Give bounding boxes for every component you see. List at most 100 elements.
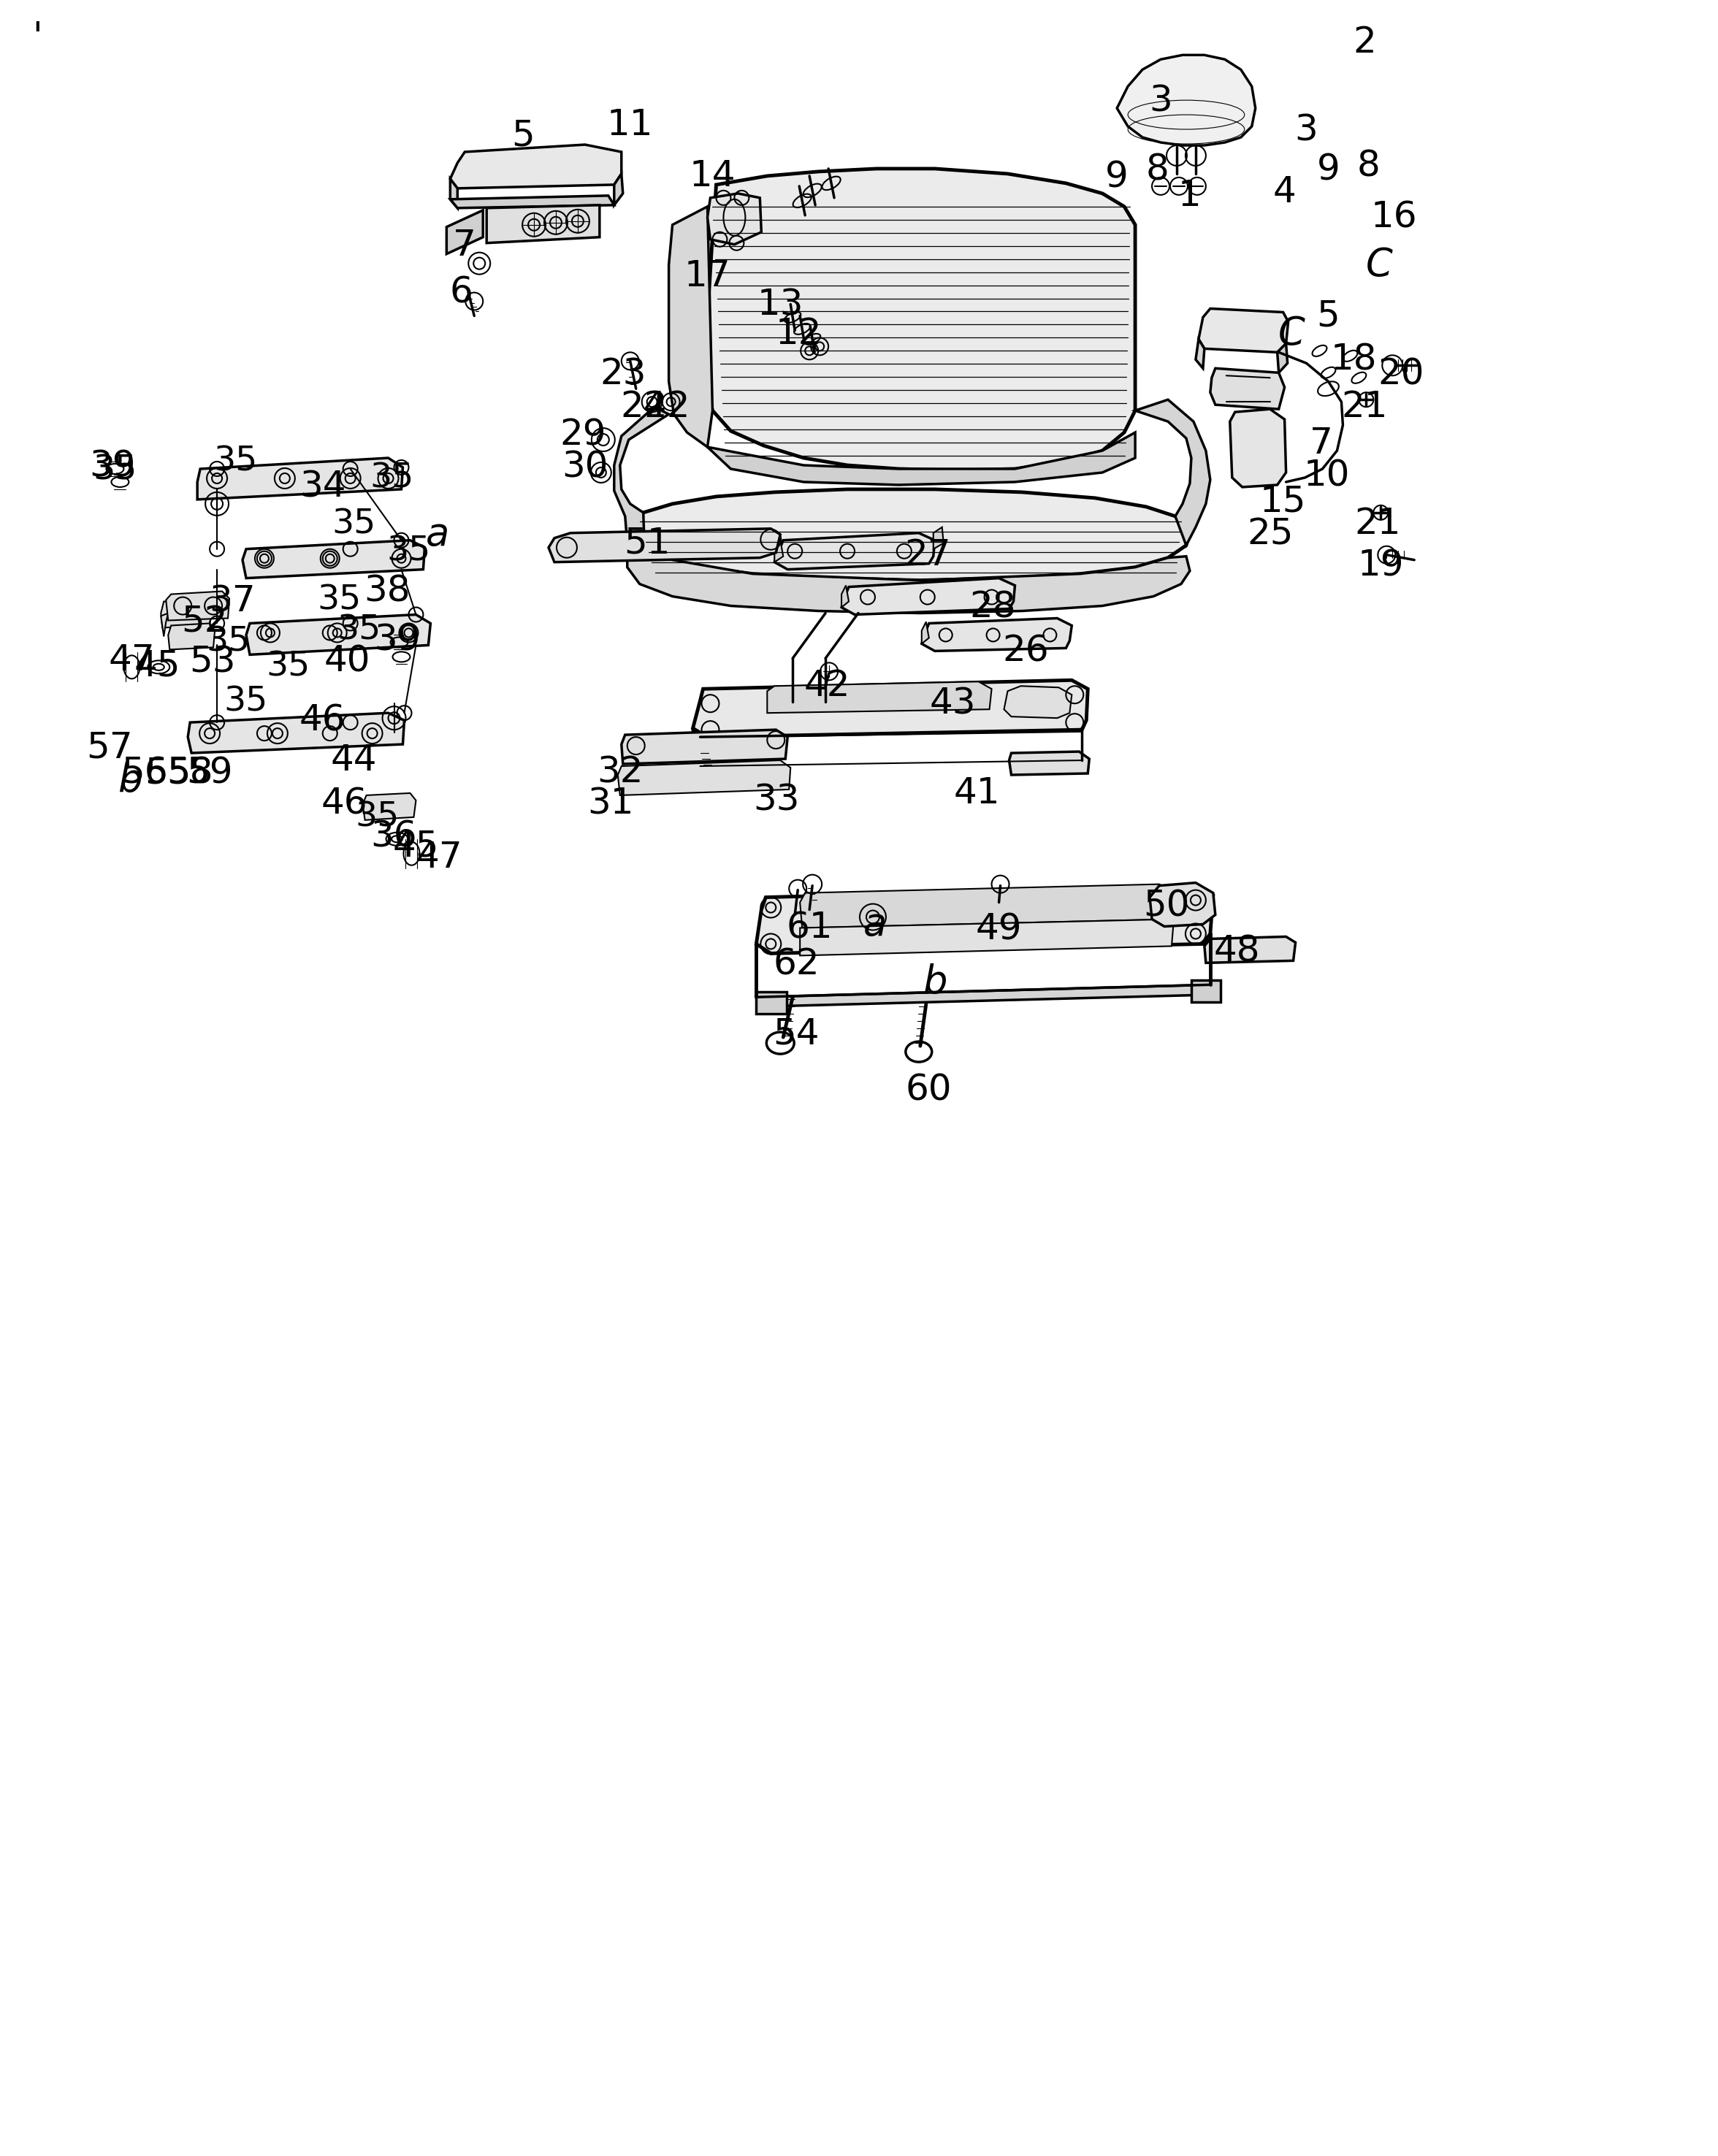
Text: 35: 35 xyxy=(318,584,361,617)
Polygon shape xyxy=(613,407,668,554)
Text: 53: 53 xyxy=(189,645,235,679)
Polygon shape xyxy=(1276,343,1287,373)
Text: 57: 57 xyxy=(86,729,132,765)
Polygon shape xyxy=(921,621,929,645)
Text: 59: 59 xyxy=(187,757,234,791)
Polygon shape xyxy=(548,528,780,563)
Text: 35: 35 xyxy=(337,614,381,647)
Polygon shape xyxy=(756,985,1209,1007)
Text: 40: 40 xyxy=(325,645,371,679)
Polygon shape xyxy=(1149,882,1215,927)
Polygon shape xyxy=(768,681,991,714)
Polygon shape xyxy=(708,168,1136,470)
Text: 35: 35 xyxy=(206,625,249,660)
Text: 16: 16 xyxy=(1371,201,1417,235)
Text: 56: 56 xyxy=(122,757,168,791)
Polygon shape xyxy=(801,884,1173,927)
Text: 9: 9 xyxy=(1316,153,1340,188)
Polygon shape xyxy=(246,614,431,655)
Text: 35: 35 xyxy=(332,509,376,541)
Text: 26: 26 xyxy=(1003,634,1050,668)
Text: 12: 12 xyxy=(775,317,821,351)
Text: 38: 38 xyxy=(364,573,411,608)
Text: 13: 13 xyxy=(758,287,804,323)
Text: 61: 61 xyxy=(787,910,833,946)
Text: 39: 39 xyxy=(89,448,136,485)
Text: 20: 20 xyxy=(1378,356,1424,392)
Text: 58: 58 xyxy=(167,757,213,791)
Polygon shape xyxy=(450,144,622,188)
Text: 9: 9 xyxy=(1105,160,1129,194)
Polygon shape xyxy=(1196,338,1204,369)
Polygon shape xyxy=(1003,686,1072,718)
Text: 45: 45 xyxy=(393,828,440,865)
Polygon shape xyxy=(1230,410,1287,487)
Text: ': ' xyxy=(33,19,41,56)
Text: 21: 21 xyxy=(1342,390,1388,425)
Text: 5: 5 xyxy=(1316,298,1340,334)
Text: 7: 7 xyxy=(454,229,476,263)
Polygon shape xyxy=(692,679,1087,737)
Text: 41: 41 xyxy=(953,776,1000,811)
Polygon shape xyxy=(842,578,1015,614)
Text: 3: 3 xyxy=(1295,112,1318,147)
Text: 35: 35 xyxy=(266,651,311,683)
Text: a: a xyxy=(426,515,450,554)
Text: 43: 43 xyxy=(929,686,976,720)
Text: 4: 4 xyxy=(1273,175,1295,209)
Text: 28: 28 xyxy=(971,591,1017,625)
Text: 19: 19 xyxy=(1357,548,1404,584)
Polygon shape xyxy=(198,457,402,500)
Polygon shape xyxy=(842,586,849,608)
Polygon shape xyxy=(618,761,790,796)
Text: 45: 45 xyxy=(134,649,180,683)
Polygon shape xyxy=(242,541,424,578)
Text: 23: 23 xyxy=(600,356,646,392)
Text: 30: 30 xyxy=(562,451,608,485)
Text: 49: 49 xyxy=(976,912,1022,946)
Polygon shape xyxy=(921,619,1072,651)
Text: 55: 55 xyxy=(144,757,191,791)
Text: 60: 60 xyxy=(905,1074,952,1108)
Polygon shape xyxy=(775,533,935,569)
Bar xyxy=(756,992,787,1013)
Text: 3: 3 xyxy=(1149,84,1172,119)
Text: 1: 1 xyxy=(1179,179,1201,213)
Text: 62: 62 xyxy=(773,946,819,981)
Text: 51: 51 xyxy=(624,526,670,561)
Text: 7: 7 xyxy=(1309,427,1333,461)
Text: b: b xyxy=(923,964,947,1003)
Text: 46: 46 xyxy=(299,703,345,737)
Text: 48: 48 xyxy=(1215,934,1261,968)
Polygon shape xyxy=(756,886,1213,953)
Polygon shape xyxy=(486,205,600,244)
Polygon shape xyxy=(708,194,761,244)
Text: 11: 11 xyxy=(606,108,653,142)
Text: 17: 17 xyxy=(684,259,730,293)
Polygon shape xyxy=(447,209,483,254)
Polygon shape xyxy=(801,918,1173,955)
Polygon shape xyxy=(1136,399,1209,545)
Text: 44: 44 xyxy=(332,744,378,778)
Polygon shape xyxy=(161,599,211,627)
Text: 35: 35 xyxy=(356,800,399,834)
Text: 35: 35 xyxy=(387,535,431,567)
Text: 15: 15 xyxy=(1259,485,1306,520)
Text: 50: 50 xyxy=(1142,888,1189,923)
Text: 47: 47 xyxy=(416,839,462,875)
Text: b: b xyxy=(117,761,143,800)
Polygon shape xyxy=(168,623,215,649)
Polygon shape xyxy=(708,433,1136,485)
Text: 31: 31 xyxy=(588,787,634,821)
Text: 36: 36 xyxy=(371,819,417,854)
Text: 14: 14 xyxy=(689,157,735,194)
Text: a: a xyxy=(862,906,886,942)
Text: 39: 39 xyxy=(375,623,421,658)
Bar xyxy=(1191,981,1220,1003)
Polygon shape xyxy=(1209,369,1285,410)
Polygon shape xyxy=(668,207,713,446)
Text: 24: 24 xyxy=(620,390,667,425)
Text: 34: 34 xyxy=(299,470,345,505)
Text: 37: 37 xyxy=(210,584,256,619)
Text: 47: 47 xyxy=(108,642,155,677)
